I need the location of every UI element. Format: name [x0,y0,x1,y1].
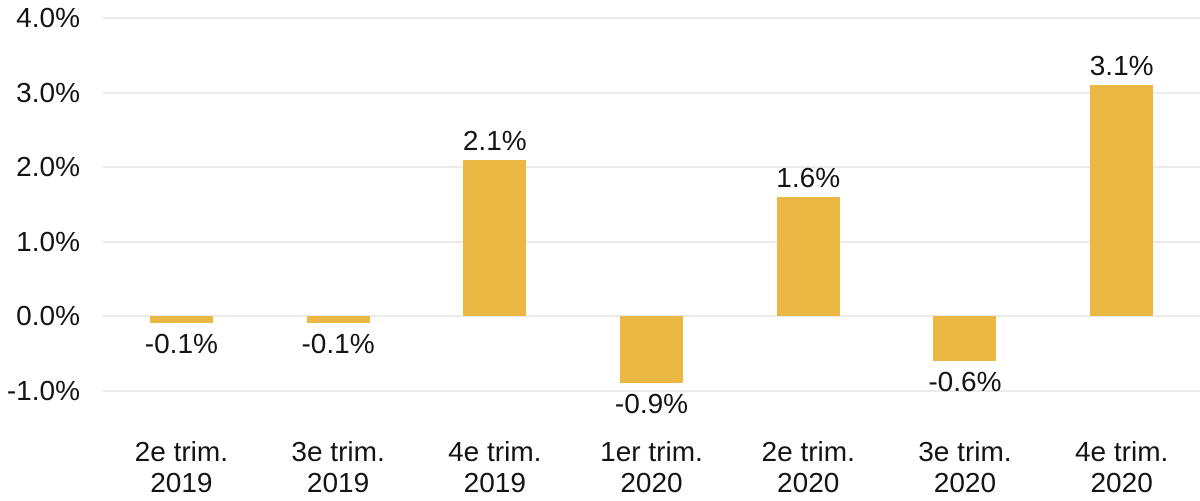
y-axis-tick-label: -1.0% [6,374,80,406]
bar [149,316,213,324]
x-axis-category-label: 3e trim. 2019 [259,436,417,498]
x-axis-category-label: 3e trim. 2020 [886,436,1044,498]
bar [1090,85,1154,316]
bar-value-label: -0.1% [301,328,375,360]
x-axis-category-line1: 4e trim. [1074,436,1169,467]
x-axis-category-label: 4e trim. 2019 [416,436,574,498]
x-axis-category-line2: 2020 [1090,467,1153,498]
x-axis-category-line1: 3e trim. [918,436,1012,467]
x-axis-category-line2: 2019 [306,467,370,498]
x-axis-category-line2: 2020 [777,467,840,498]
x-axis-category-label: 4e trim. 2020 [1043,436,1200,498]
x-axis-category-line1: 2e trim. [134,436,229,467]
y-axis-tick-label: 2.0% [16,151,80,182]
gridline [103,91,1200,94]
x-axis-category-label: 2e trim. 2020 [729,436,887,498]
gridline [103,240,1200,243]
bar [620,316,683,384]
x-axis-category-label: 1er trim. 2020 [573,436,731,498]
bar [776,196,840,316]
y-axis-tick-label: 4.0% [16,2,80,33]
x-axis-category-line2: 2019 [463,467,526,498]
x-axis-category-line1: 4e trim. [448,436,542,467]
x-axis-category-line1: 2e trim. [761,436,855,467]
x-axis-category-line1: 3e trim. [291,436,385,467]
x-axis-category-line2: 2020 [933,467,997,498]
bar-value-label: 2.1% [462,124,527,156]
bar-value-label: 1.6% [776,161,841,193]
x-axis-category-line2: 2020 [620,467,683,498]
bar-value-label: -0.6% [928,365,1002,397]
bar-value-label: 3.1% [1089,50,1154,82]
x-axis-category-line1: 1er trim. [600,436,703,467]
y-axis-tick-label: 0.0% [16,300,80,331]
gridline [103,166,1200,168]
bar-value-label: -0.1% [144,328,218,360]
bar [463,159,527,316]
gridline [103,17,1200,19]
x-axis-category-line2: 2019 [150,467,213,498]
bar [933,316,997,361]
gridline [103,389,1200,392]
y-axis-tick-label: 1.0% [16,225,80,257]
bar-value-label: -0.9% [614,388,689,420]
x-axis-category-label: 2e trim. 2019 [102,436,260,498]
bar [306,316,370,324]
y-axis-tick-label: 3.0% [16,76,80,108]
